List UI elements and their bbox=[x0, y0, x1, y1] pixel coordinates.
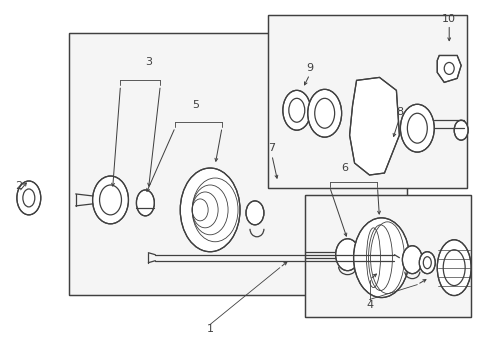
Ellipse shape bbox=[453, 120, 467, 140]
Polygon shape bbox=[68, 32, 407, 294]
Ellipse shape bbox=[17, 181, 41, 215]
Ellipse shape bbox=[180, 168, 240, 252]
Polygon shape bbox=[349, 77, 399, 175]
Ellipse shape bbox=[92, 176, 128, 224]
Ellipse shape bbox=[419, 252, 434, 274]
Text: 4: 4 bbox=[365, 300, 372, 310]
Text: 2: 2 bbox=[15, 181, 22, 191]
Ellipse shape bbox=[400, 104, 433, 152]
Polygon shape bbox=[304, 195, 470, 318]
Text: 6: 6 bbox=[341, 163, 347, 173]
Ellipse shape bbox=[282, 90, 310, 130]
Ellipse shape bbox=[307, 89, 341, 137]
Polygon shape bbox=[267, 15, 466, 188]
Ellipse shape bbox=[136, 190, 154, 216]
Ellipse shape bbox=[402, 246, 422, 274]
Text: 9: 9 bbox=[305, 63, 313, 73]
Text: 7: 7 bbox=[268, 143, 275, 153]
Polygon shape bbox=[436, 55, 460, 82]
Text: 3: 3 bbox=[144, 58, 152, 67]
Ellipse shape bbox=[353, 218, 408, 298]
Text: 1: 1 bbox=[206, 324, 213, 334]
Text: 5: 5 bbox=[191, 100, 198, 110]
Text: 8: 8 bbox=[395, 107, 402, 117]
Ellipse shape bbox=[335, 239, 359, 271]
Text: 10: 10 bbox=[441, 14, 455, 24]
Ellipse shape bbox=[245, 201, 264, 225]
Ellipse shape bbox=[436, 240, 470, 296]
